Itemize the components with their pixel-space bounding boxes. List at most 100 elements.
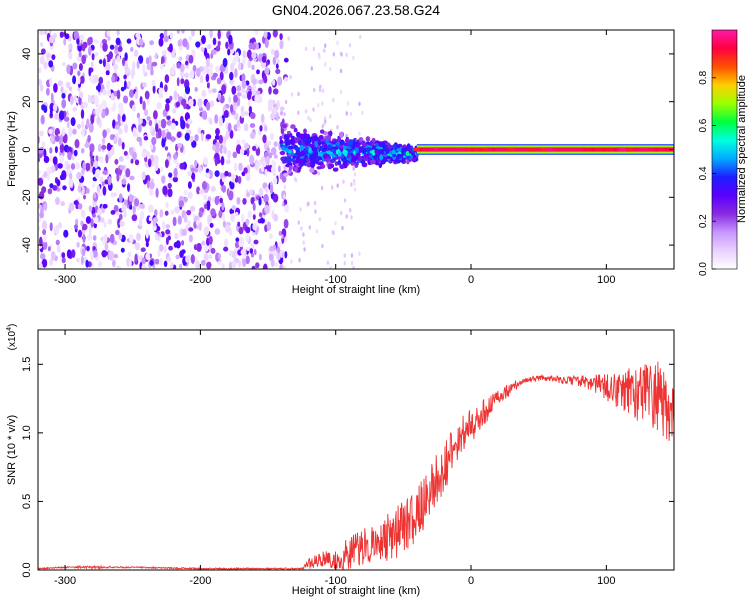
heatmap-cell [263, 263, 268, 269]
heatmap-cell [68, 127, 73, 137]
heatmap-cell [277, 76, 283, 86]
heatmap-cell [468, 147, 477, 152]
heatmap-cell [39, 236, 43, 247]
heatmap-cell [145, 241, 149, 248]
heatmap-cell [224, 224, 231, 233]
heatmap-cell [136, 136, 142, 142]
heatmap-cell [198, 98, 203, 109]
heatmap-cell [245, 226, 251, 234]
heatmap-cell [235, 237, 240, 242]
heatmap-cell [212, 144, 216, 151]
snr-y-label: SNR (10 * v/v) [6, 415, 18, 485]
heatmap-cell [303, 247, 306, 252]
heatmap-cell [341, 225, 344, 231]
heatmap-cell [123, 74, 127, 80]
heatmap-cell [344, 138, 350, 143]
heatmap-cell [38, 204, 43, 209]
heatmap-cell [131, 214, 138, 222]
heatmap-cell [116, 89, 121, 100]
heatmap-cell [106, 30, 111, 37]
heatmap-cell [168, 172, 173, 178]
heatmap-cell [129, 204, 133, 210]
heatmap-cell [280, 128, 285, 135]
heatmap-cell [262, 160, 267, 168]
heatmap-cell [102, 88, 107, 96]
heatmap-cell [238, 162, 243, 171]
heatmap-cell [123, 80, 127, 90]
heatmap-cell [106, 89, 112, 97]
heatmap-cell [345, 111, 348, 116]
heatmap-cell [64, 33, 70, 40]
heatmap-cell [326, 260, 330, 265]
heatmap-cell [129, 89, 134, 98]
heatmap-cell [229, 79, 235, 84]
heatmap-cell [52, 103, 58, 112]
heatmap-cell [361, 110, 364, 116]
heatmap-cell [68, 51, 73, 60]
heatmap-cell [324, 43, 327, 48]
heatmap-cell [284, 204, 289, 213]
heatmap-cell [139, 96, 143, 105]
heatmap-cell [171, 52, 176, 58]
heatmap-cell [238, 61, 242, 71]
heatmap-cell [111, 146, 115, 156]
heatmap-cell [49, 183, 54, 189]
heatmap-cell [70, 163, 76, 170]
heatmap-cell [252, 145, 257, 151]
heatmap-cell [62, 135, 68, 144]
heatmap-cell [290, 259, 293, 264]
heatmap-cell [177, 39, 182, 47]
heatmap-cell [136, 112, 140, 119]
colorbar-tick-label: 0.6 [698, 118, 709, 132]
heatmap-cell [129, 175, 135, 181]
heatmap-cell [92, 213, 96, 218]
heatmap-cell [98, 59, 103, 65]
heatmap-cell [264, 204, 270, 214]
heatmap-cell [108, 51, 113, 60]
heatmap-cell [138, 38, 144, 46]
heatmap-cell [165, 224, 170, 229]
heatmap-cell [121, 178, 127, 185]
heatmap-cell [107, 176, 112, 186]
heatmap-cell [247, 58, 252, 69]
heatmap-cell [146, 179, 150, 189]
heatmap-cell [170, 68, 175, 75]
heatmap-cell [340, 52, 343, 57]
heatmap-cell [220, 172, 224, 179]
heatmap-cell [254, 30, 259, 35]
heatmap-cell [39, 191, 45, 200]
heatmap-cell [168, 43, 173, 53]
heatmap-cell [352, 265, 355, 269]
heatmap-cell [153, 110, 158, 120]
heatmap-cell [312, 107, 315, 112]
heatmap-cell [173, 158, 178, 164]
heatmap-cell [70, 117, 76, 127]
heatmap-cell [92, 235, 97, 241]
heatmap-cell [107, 150, 112, 159]
heatmap-cell [259, 125, 263, 132]
snr-x-label: Height of straight line (km) [292, 585, 420, 597]
heatmap-cell [201, 35, 206, 45]
heatmap-cell [95, 172, 100, 180]
heatmap-cell [215, 141, 220, 148]
heatmap-cell [115, 167, 119, 175]
heatmap-cell [178, 45, 183, 51]
heatmap-cell [46, 174, 51, 181]
heatmap-cell [159, 32, 164, 40]
heatmap-cell [164, 84, 168, 93]
heatmap-cell [76, 123, 81, 130]
heatmap-cell [90, 250, 94, 261]
heatmap-cell [112, 101, 117, 112]
heatmap-cell [258, 187, 264, 197]
heatmap-cell [101, 100, 107, 110]
x-tick-label: 0 [468, 274, 474, 286]
heatmap-cell [258, 79, 264, 85]
heatmap-cell [228, 190, 234, 201]
heatmap-cell [134, 49, 139, 57]
heatmap-cell [231, 260, 237, 269]
heatmap-cell [43, 148, 47, 159]
heatmap-cell [627, 147, 633, 152]
heatmap-cell [115, 37, 121, 46]
heatmap-cell [101, 110, 106, 119]
heatmap-cell [214, 158, 218, 167]
